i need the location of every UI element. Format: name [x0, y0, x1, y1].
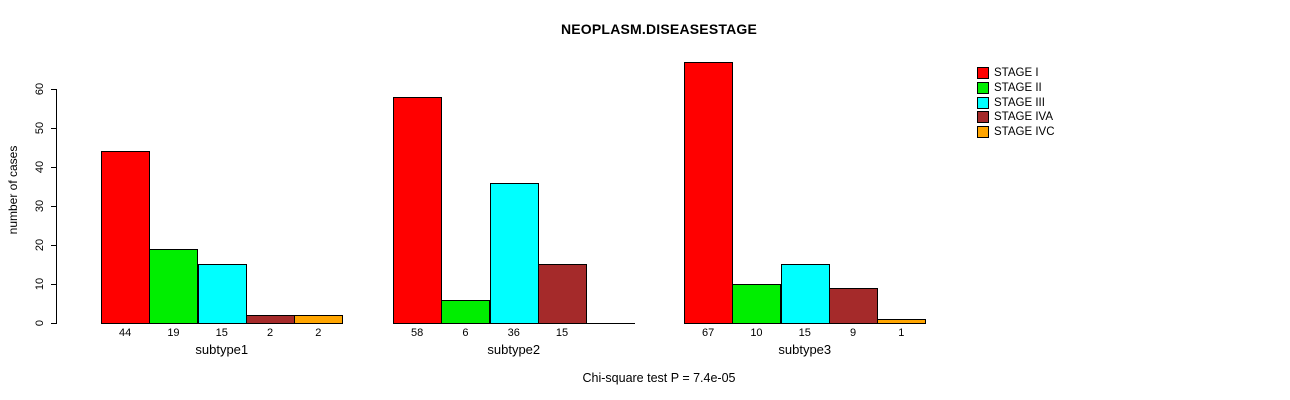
bar [441, 300, 490, 324]
bar [393, 97, 442, 324]
legend-label: STAGE IVA [994, 111, 1054, 124]
y-tick-label: 40 [34, 160, 46, 174]
legend-swatch [977, 96, 989, 109]
bar-value-label: 2 [315, 327, 322, 339]
category-label: subtype3 [778, 342, 832, 357]
legend: STAGE I STAGE II STAGE III STAGE IVA STAGE I… [977, 66, 1055, 139]
bar [829, 288, 878, 324]
legend-swatch [977, 111, 989, 124]
legend-item: STAGE IVA [977, 110, 1055, 125]
y-tick [51, 167, 57, 168]
y-tick-label: 10 [34, 277, 46, 291]
bar [490, 183, 539, 324]
chart-title: NEOPLASM.DISEASESTAGE [560, 21, 758, 37]
legend-swatch [977, 82, 989, 95]
annotation: Chi-square test P = 7.4e-05 [582, 371, 736, 385]
legend-swatch [977, 67, 989, 80]
bar-value-label: 67 [702, 327, 715, 339]
y-tick-label: 20 [34, 238, 46, 252]
bar-value-label: 10 [750, 327, 763, 339]
bar [149, 249, 198, 324]
legend-label: STAGE IVC [994, 126, 1055, 139]
y-tick-label: 30 [34, 199, 46, 213]
bar-value-label: 15 [798, 327, 811, 339]
bar [538, 264, 587, 324]
bar-value-label: 15 [215, 327, 228, 339]
legend-item: STAGE IVC [977, 125, 1055, 140]
bar [781, 264, 830, 324]
bar [294, 315, 343, 324]
category-label: subtype2 [487, 342, 541, 357]
legend-item: STAGE II [977, 81, 1055, 96]
legend-item: STAGE III [977, 95, 1055, 110]
legend-label: STAGE II [994, 82, 1042, 95]
y-tick [51, 284, 57, 285]
bar [684, 62, 733, 324]
bar-value-label: 19 [167, 327, 180, 339]
zero-bar [586, 323, 635, 324]
bar-value-label: 58 [411, 327, 424, 339]
y-tick-label: 50 [34, 121, 46, 135]
bar-value-label: 2 [266, 327, 274, 339]
y-tick-label: 0 [34, 319, 46, 327]
bar-value-label: 44 [119, 327, 132, 339]
y-tick [51, 245, 57, 246]
bar-value-label: 9 [849, 327, 857, 339]
bar-value-label: 15 [555, 327, 569, 339]
y-tick [51, 128, 57, 129]
y-tick [51, 323, 57, 324]
y-tick [51, 89, 57, 90]
bar [877, 319, 926, 324]
y-tick [51, 206, 57, 207]
bar-value-label: 1 [898, 327, 905, 339]
legend-label: STAGE I [994, 67, 1039, 80]
legend-label: STAGE III [994, 96, 1045, 109]
category-label: subtype1 [195, 342, 249, 357]
bar-value-label: 36 [507, 327, 520, 339]
bar-value-label: 6 [462, 327, 469, 339]
y-tick-label: 60 [34, 82, 46, 96]
bar [732, 284, 781, 324]
legend-item: STAGE I [977, 66, 1055, 81]
bar [101, 151, 150, 324]
bar [246, 315, 295, 324]
bar [198, 264, 247, 324]
legend-swatch [977, 126, 989, 139]
